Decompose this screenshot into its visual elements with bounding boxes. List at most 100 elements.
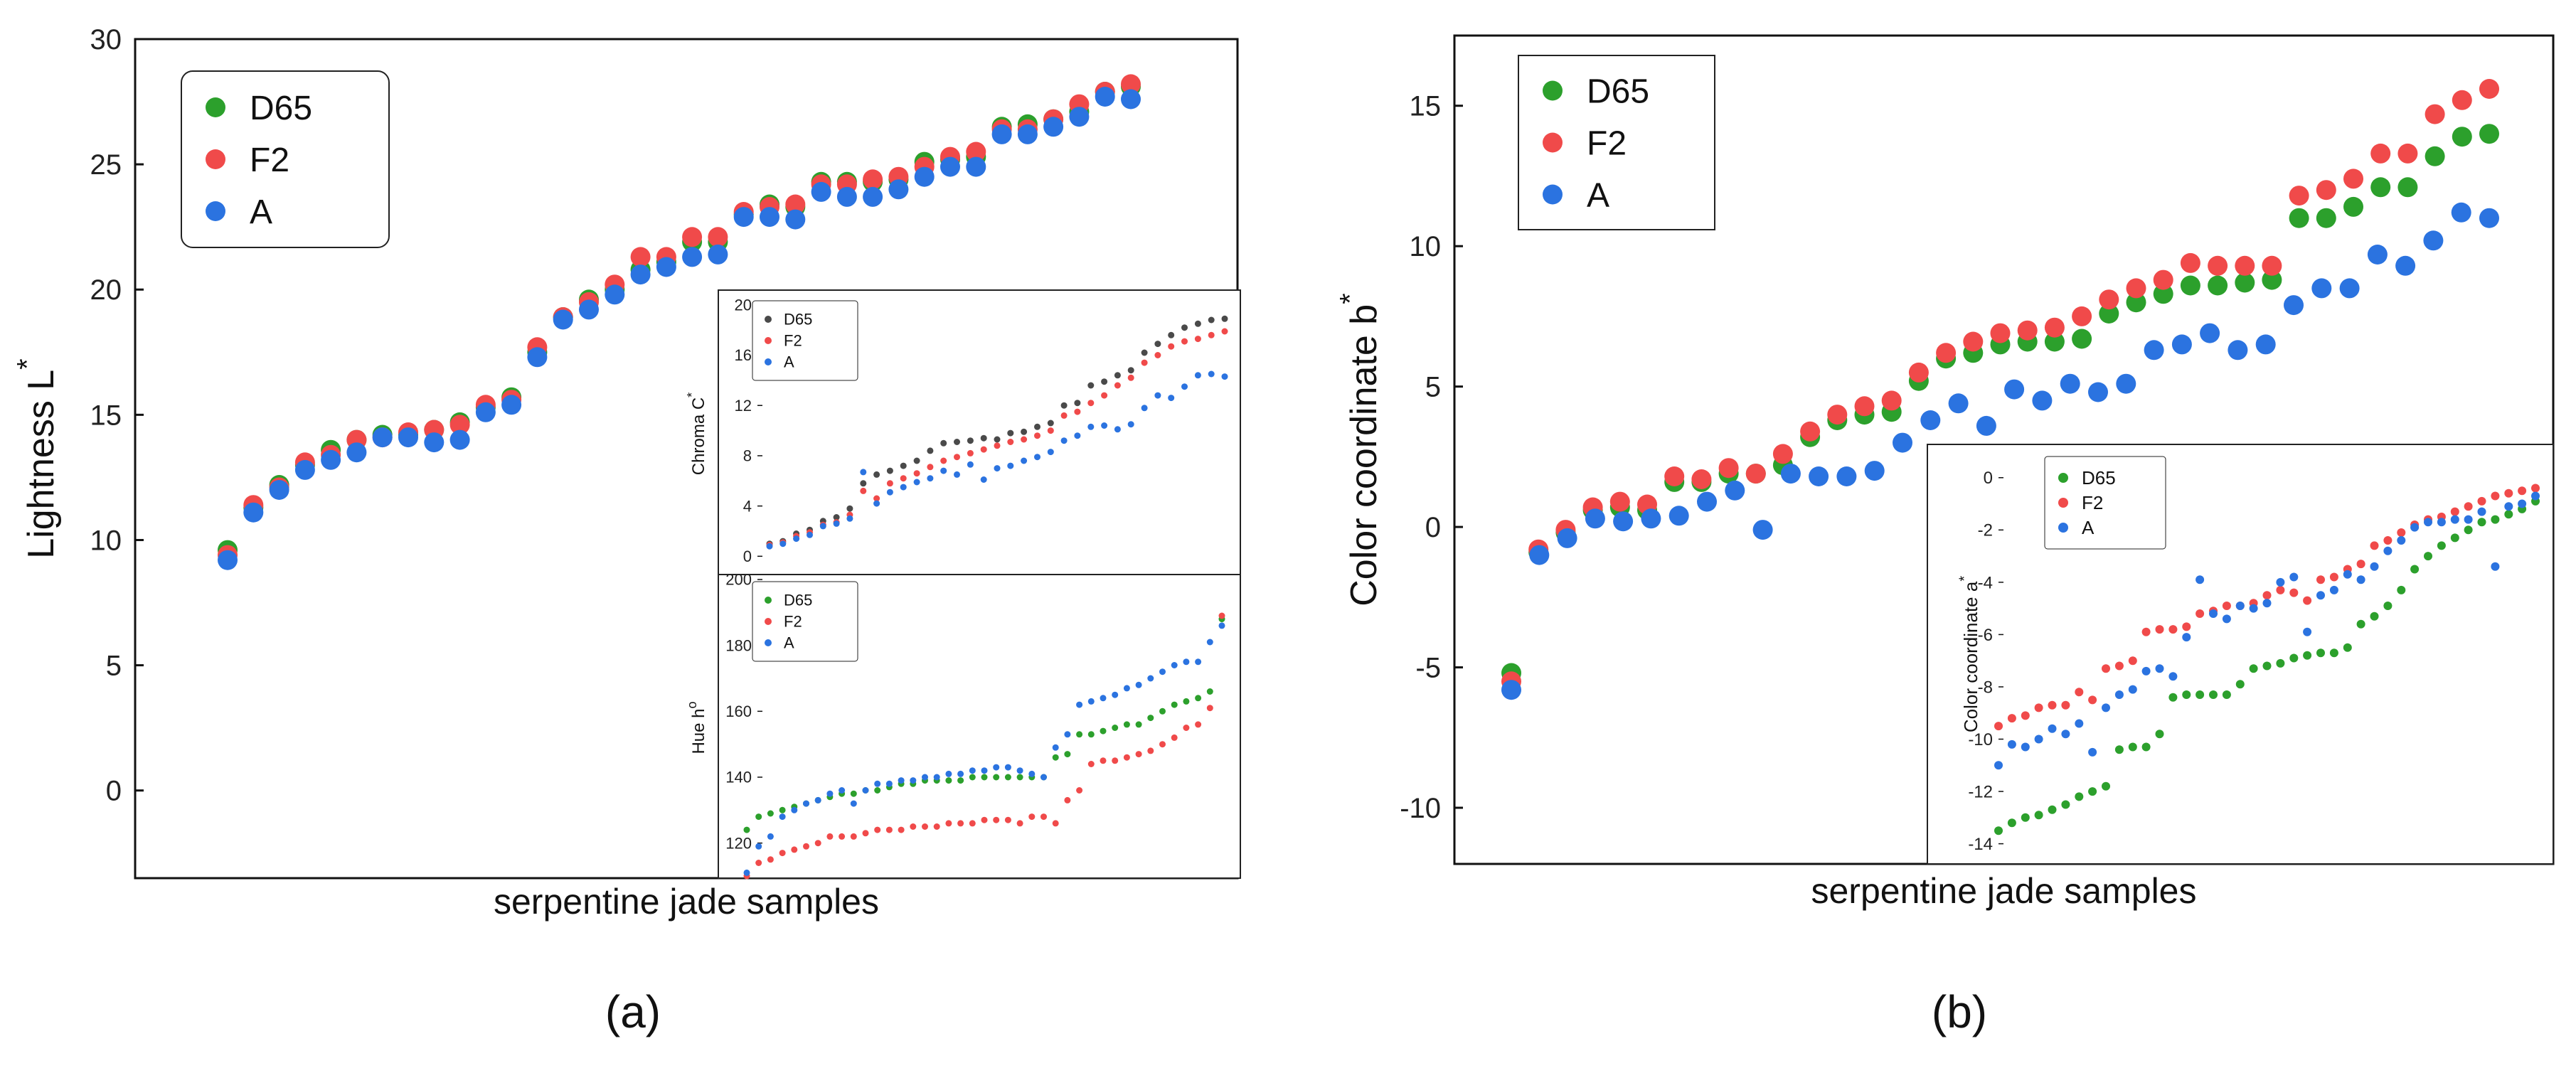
point-a (980, 476, 987, 483)
point-a (910, 777, 917, 784)
point-a (807, 531, 813, 538)
legend-label-d65: D65 (250, 90, 312, 127)
point-a (1004, 764, 1011, 771)
point-a (2168, 672, 2178, 681)
point-a (682, 247, 703, 267)
point-d65 (1208, 316, 1215, 324)
point-a (2276, 577, 2285, 587)
a-ytick-label: 30 (90, 24, 122, 55)
point-d65 (2222, 690, 2231, 699)
point-f2 (2370, 541, 2379, 550)
a_inset_chroma-ytick-label: 8 (743, 447, 752, 465)
point-f2 (927, 464, 934, 471)
point-f2 (2276, 585, 2285, 594)
b_inset_a-ytick-label: -6 (1978, 626, 1993, 645)
point-f2 (2114, 661, 2124, 671)
point-a (779, 540, 787, 548)
point-f2 (1123, 754, 1130, 761)
point-d65 (2425, 146, 2445, 166)
point-f2 (1745, 464, 1766, 484)
point-d65 (2088, 787, 2097, 796)
point-f2 (1047, 427, 1054, 434)
point-a (2004, 379, 2025, 400)
point-a (424, 432, 445, 453)
b-ytick-label: -10 (1400, 793, 1441, 824)
legend-marker-d65 (765, 316, 772, 323)
point-f2 (2450, 507, 2459, 516)
point-f2 (2370, 143, 2391, 164)
a-ytick-label: 0 (106, 776, 122, 807)
point-d65 (2044, 331, 2065, 352)
point-f2 (2518, 486, 2527, 496)
point-d65 (2180, 275, 2200, 296)
point-a (2222, 614, 2231, 624)
point-a (1021, 457, 1028, 464)
point-d65 (900, 462, 907, 469)
point-a (2088, 747, 2097, 757)
point-d65 (2048, 805, 2057, 814)
point-d65 (1168, 331, 1175, 338)
point-a (1168, 395, 1175, 402)
point-a (1076, 701, 1083, 708)
point-d65 (850, 790, 857, 797)
point-a (2182, 633, 2191, 642)
point-d65 (954, 439, 960, 445)
point-a (1047, 449, 1054, 456)
point-a (527, 347, 548, 368)
point-a (954, 471, 960, 478)
point-a (475, 402, 496, 422)
point-d65 (2102, 781, 2110, 791)
point-f2 (1963, 331, 1984, 352)
point-a (2060, 373, 2080, 394)
point-a (1141, 405, 1148, 412)
point-a (1206, 639, 1213, 646)
point-a (2284, 295, 2304, 316)
point-d65 (993, 774, 1000, 781)
point-a (1976, 415, 1996, 436)
point-a (914, 166, 935, 187)
point-a (2477, 507, 2486, 516)
point-f2 (2235, 255, 2255, 276)
point-d65 (2370, 612, 2379, 621)
point-f2 (1127, 374, 1134, 381)
legend-label-f2: F2 (250, 141, 289, 179)
point-a (1194, 372, 1201, 379)
point-d65 (967, 437, 974, 444)
point-d65 (1074, 400, 1081, 407)
point-d65 (1007, 429, 1014, 437)
point-a (2356, 575, 2365, 584)
point-f2 (814, 840, 821, 847)
point-a (1043, 117, 1064, 137)
legend-label-a: A (1587, 176, 1609, 214)
point-a (346, 442, 367, 463)
point-d65 (755, 813, 762, 821)
point-a (1195, 658, 1202, 666)
point-d65 (1194, 320, 1201, 327)
point-a (898, 777, 905, 784)
point-a (2437, 518, 2446, 527)
point-a (2144, 340, 2164, 361)
point-d65 (994, 436, 1001, 443)
point-a (1064, 731, 1071, 738)
point-a (933, 774, 940, 781)
a_inset_hue-y-axis-label: Hue ho (685, 701, 708, 754)
point-a (2021, 742, 2030, 752)
point-d65 (1087, 731, 1095, 738)
point-a (826, 790, 834, 797)
point-d65 (2397, 585, 2406, 594)
point-d65 (779, 806, 786, 813)
point-f2 (2262, 591, 2272, 600)
point-a (1780, 464, 1801, 484)
legend-marker-f2 (206, 149, 225, 169)
point-d65 (2141, 742, 2151, 752)
point-a (2479, 208, 2499, 228)
point-f2 (1936, 343, 1957, 363)
point-a (1101, 422, 1108, 429)
point-d65 (2479, 124, 2499, 144)
point-a (863, 186, 883, 207)
point-f2 (767, 856, 774, 863)
point-a (2262, 599, 2272, 608)
point-a (969, 767, 976, 774)
point-f2 (1114, 382, 1121, 389)
legend-label-a: A (2082, 517, 2095, 538)
